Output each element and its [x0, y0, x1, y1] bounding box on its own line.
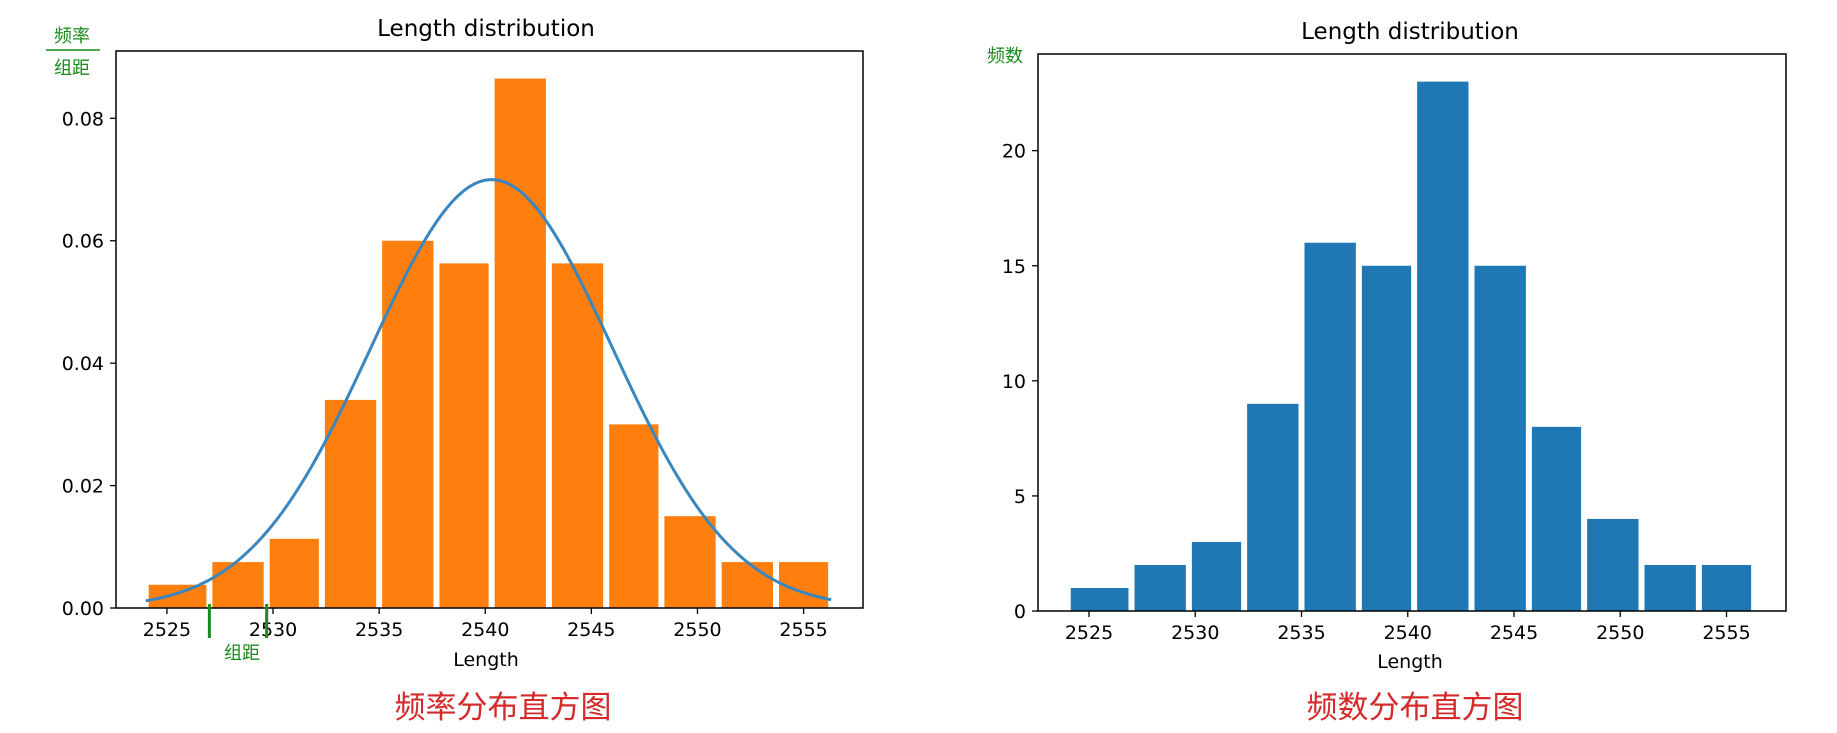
- bin-width-label: 组距: [224, 643, 260, 664]
- bar-6: [494, 78, 546, 609]
- bar-8: [1531, 426, 1582, 611]
- chart-caption: 频率分布直方图: [395, 690, 612, 726]
- x-tick-label: 2525: [1065, 622, 1113, 644]
- chart-title: Length distribution: [377, 16, 595, 42]
- bar-2: [269, 538, 319, 608]
- bar-5: [1361, 265, 1412, 611]
- bin-width-annotation: 组距: [207, 604, 269, 664]
- bar-10: [721, 562, 773, 608]
- x-axis-ticks: 2525 2530 2535 2540 2545 2550 2555: [143, 608, 828, 641]
- x-tick-label: 2540: [461, 619, 509, 641]
- bar-6: [1417, 81, 1469, 612]
- y-tick-label: 5: [1014, 486, 1026, 508]
- x-tick-label: 2555: [779, 619, 827, 641]
- y-axis-label-numerator: 频率: [54, 26, 90, 47]
- bar-group: [148, 78, 829, 609]
- x-tick-label: 2545: [567, 619, 615, 641]
- x-tick-label: 2530: [1171, 622, 1219, 644]
- chart-caption: 频数分布直方图: [1307, 690, 1524, 726]
- bar-2: [1191, 541, 1242, 611]
- count-histogram: Length distribution 2525 2530 2535 2540 2545…: [987, 19, 1787, 726]
- bar-8: [609, 424, 659, 608]
- y-axis-ticks: 0 5 10 15 20: [1002, 141, 1038, 623]
- plot-frame: [115, 50, 864, 609]
- plot-frame: [1037, 53, 1787, 612]
- y-tick-label: 20: [1002, 141, 1026, 163]
- x-tick-label: 2535: [355, 619, 403, 641]
- bar-9: [1587, 518, 1639, 611]
- x-tick-label: 2550: [673, 619, 721, 641]
- y-tick-label: 0.08: [62, 108, 104, 130]
- x-tick-label: 2555: [1702, 622, 1750, 644]
- y-tick-label: 10: [1002, 371, 1026, 393]
- x-axis-label: Length: [1377, 651, 1443, 673]
- bar-0: [1070, 587, 1129, 611]
- y-axis-label-denominator: 组距: [54, 58, 90, 79]
- bar-1: [212, 562, 264, 608]
- bar-7: [551, 263, 604, 608]
- y-tick-label: 0: [1014, 601, 1026, 623]
- x-tick-label: 2545: [1490, 622, 1538, 644]
- y-tick-label: 15: [1002, 256, 1026, 278]
- y-tick-label: 0.06: [62, 231, 104, 253]
- bar-10: [1644, 564, 1696, 611]
- bar-5: [439, 263, 489, 608]
- x-tick-label: 2525: [143, 619, 191, 641]
- normal-density-curve: [145, 178, 832, 603]
- bar-group: [1070, 81, 1752, 612]
- y-tick-label: 0.00: [62, 598, 104, 620]
- bar-11: [1701, 564, 1752, 611]
- x-tick-label: 2540: [1384, 622, 1432, 644]
- chart-title: Length distribution: [1301, 19, 1519, 45]
- bar-9: [664, 516, 716, 608]
- bar-4: [382, 240, 434, 608]
- x-axis-ticks: 2525 2530 2535 2540 2545 2550 2555: [1065, 611, 1751, 644]
- y-axis-label: 频数: [987, 46, 1023, 67]
- x-tick-label: 2530: [249, 619, 297, 641]
- bar-0: [148, 584, 207, 608]
- bar-4: [1304, 242, 1356, 611]
- x-tick-label: 2535: [1277, 622, 1325, 644]
- x-tick-label: 2550: [1596, 622, 1644, 644]
- bar-7: [1474, 265, 1526, 611]
- x-axis-label: Length: [453, 649, 519, 671]
- frequency-histogram: Length distribution 2525 2530 2535 2540 2545…: [46, 16, 864, 726]
- y-tick-label: 0.04: [62, 353, 104, 375]
- y-axis-ticks: 0.00 0.02 0.04 0.06 0.08: [62, 108, 116, 620]
- y-tick-label: 0.02: [62, 476, 104, 498]
- bar-3: [1247, 403, 1299, 611]
- bar-3: [324, 399, 377, 608]
- bar-1: [1134, 564, 1186, 611]
